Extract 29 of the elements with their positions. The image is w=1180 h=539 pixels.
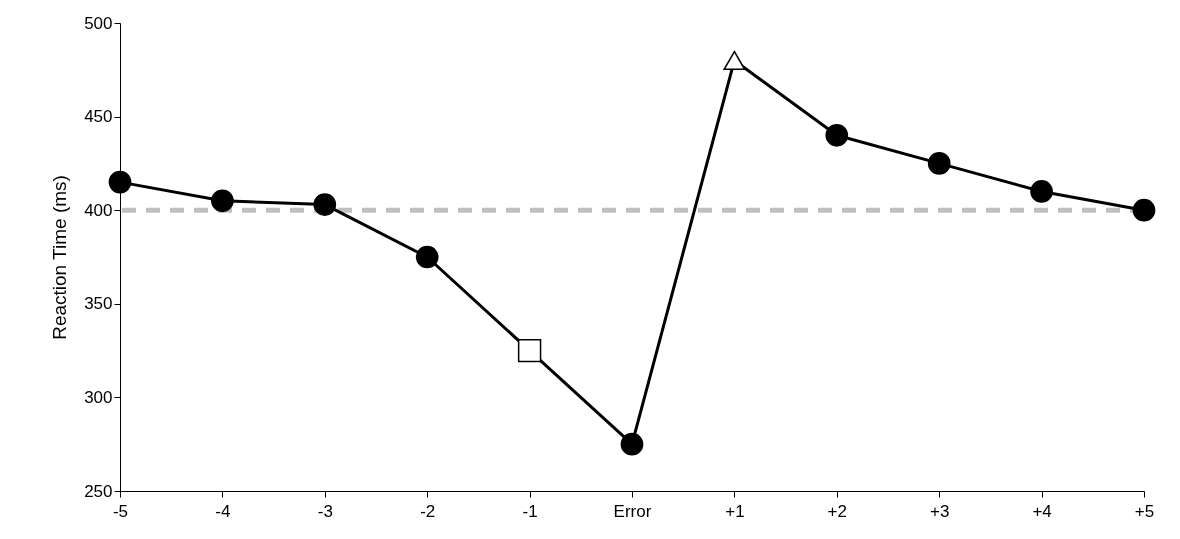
point: [313, 193, 337, 216]
point: [517, 338, 542, 363]
point: [1030, 180, 1053, 203]
point: [211, 189, 234, 213]
point: [1132, 198, 1156, 222]
x-tick-label: +5: [1134, 501, 1155, 521]
point: [108, 170, 132, 194]
x-tick-label: -4: [215, 501, 231, 521]
y-axis-title: Reaction Time (ms): [49, 175, 71, 340]
y-tick-label: 500: [84, 13, 113, 33]
x-tick-label: -2: [420, 501, 436, 521]
x-tick-label: +4: [1032, 501, 1052, 521]
x-tick-label: -5: [112, 501, 129, 521]
point: [415, 245, 439, 269]
point: [927, 152, 951, 175]
x-tick-label: Error: [613, 501, 652, 521]
x-tick-label: -3: [317, 501, 333, 521]
x-tick-label: -1: [522, 501, 538, 521]
y-tick-label: 300: [84, 387, 113, 407]
y-tick-label: 450: [84, 107, 113, 127]
x-tick-label: +1: [725, 501, 745, 521]
point: [723, 50, 746, 71]
y-tick-label: 250: [84, 481, 113, 501]
x-tick-label: +2: [827, 501, 847, 521]
x-tick-label: +3: [930, 501, 950, 521]
point: [620, 432, 644, 456]
y-tick-label: 400: [84, 200, 113, 220]
point: [825, 123, 849, 147]
y-tick-label: 350: [84, 294, 113, 314]
